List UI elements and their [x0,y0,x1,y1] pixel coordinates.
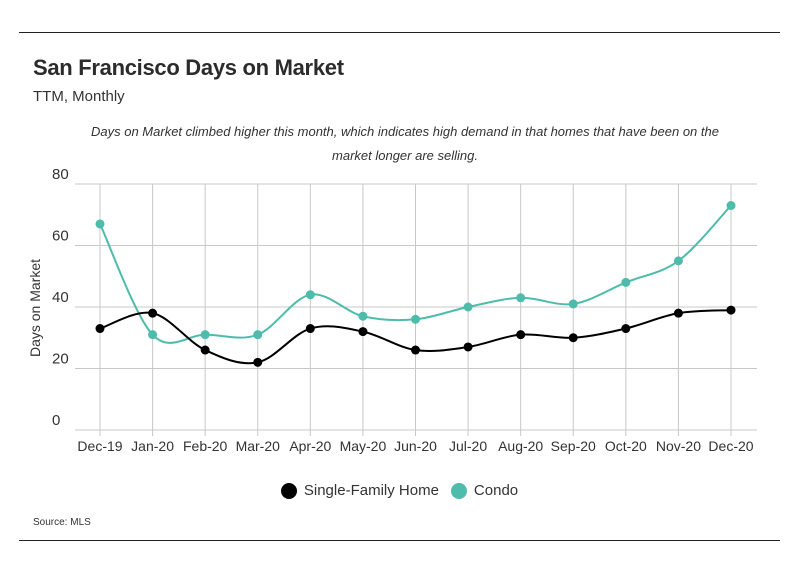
data-point-condo [568,299,578,309]
x-tick-label: Dec-20 [708,438,753,454]
source-note: Source: MLS [33,517,91,528]
line-chart: 0 20 40 60 80 Dec-19 Jan-20 Feb-20 Mar-20 Apr-20 M… [27,166,757,454]
bottom-rule [19,540,780,541]
legend-item-condo: Condo [450,482,519,499]
data-point-single-family [726,305,736,315]
y-tick-label: 40 [52,289,69,306]
data-point-condo [621,277,631,287]
x-tick-label: May-20 [340,438,387,454]
x-tick-label: Sep-20 [551,438,596,454]
data-point-single-family [200,345,210,355]
y-tick-label: 80 [52,166,69,183]
chart-legend: Single-Family Home Condo [0,482,799,499]
x-tick-label: Nov-20 [656,438,701,454]
data-point-single-family [95,324,105,334]
x-tick-label: Dec-19 [77,438,122,454]
x-tick-label: Jan-20 [131,438,174,454]
x-tick-label: Aug-20 [498,438,543,454]
y-tick-label: 20 [52,351,69,368]
data-point-condo [463,302,473,312]
x-tick-label: Jul-20 [449,438,487,454]
data-point-single-family [358,327,368,337]
data-point-condo [253,330,263,340]
legend-swatch-single-family [280,482,297,499]
top-rule [19,32,780,33]
data-point-single-family [253,357,263,367]
legend-item-single-family: Single-Family Home [280,482,439,499]
data-point-single-family [411,345,420,355]
chart-subtitle: TTM, Monthly [33,88,125,105]
x-tick-label: Jun-20 [394,438,437,454]
data-point-single-family [463,342,473,352]
x-tick-label: Feb-20 [183,438,228,454]
y-tick-label: 60 [52,228,69,245]
data-point-single-family [621,324,631,334]
data-point-condo [673,256,683,266]
data-point-condo [726,201,736,211]
data-point-single-family [516,330,526,340]
y-tick-label: 0 [52,412,60,429]
y-axis-label: Days on Market [27,259,43,357]
data-point-single-family [568,333,578,343]
legend-label-single-family: Single-Family Home [303,482,439,499]
data-point-single-family [148,308,158,318]
data-point-condo [148,330,158,340]
data-point-condo [358,311,368,321]
x-tick-label: Apr-20 [289,438,331,454]
data-point-single-family [673,308,683,318]
chart-title: San Francisco Days on Market [33,55,344,80]
x-tick-label: Oct-20 [605,438,647,454]
data-point-single-family [305,324,315,334]
data-point-condo [516,293,526,303]
legend-label-condo: Condo [473,482,519,499]
data-point-condo [305,290,315,300]
data-point-condo [200,330,210,340]
data-point-condo [411,314,420,324]
chart-annotation: Days on Market climbed higher this month… [91,124,719,163]
legend-swatch-condo [450,482,467,499]
x-tick-label: Mar-20 [236,438,281,454]
data-point-condo [95,219,105,229]
